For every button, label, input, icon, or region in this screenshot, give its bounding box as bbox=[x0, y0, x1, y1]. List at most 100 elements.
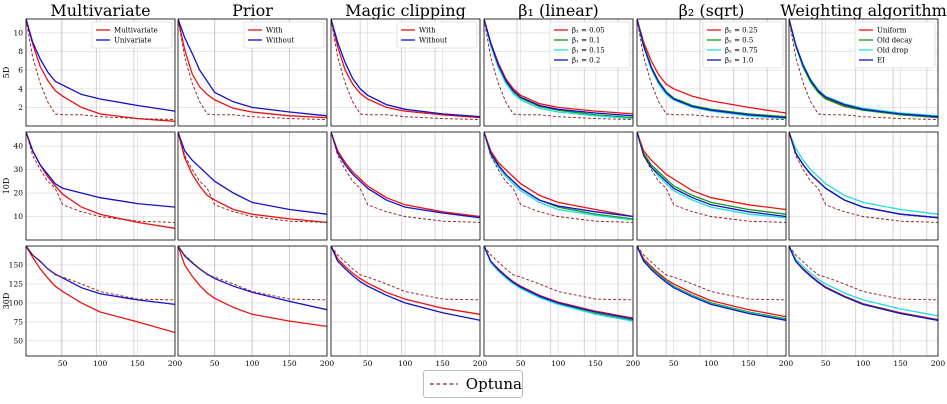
subplot-legend bbox=[854, 21, 936, 69]
subplot: Uniform Old decay Old drop EI bbox=[788, 18, 939, 127]
subplot-frame bbox=[788, 18, 939, 127]
series-line bbox=[789, 132, 938, 215]
subplot: With Without bbox=[330, 18, 481, 127]
series-line bbox=[484, 19, 633, 120]
column-title: Magic clipping bbox=[345, 1, 466, 20]
series-line bbox=[26, 246, 175, 306]
legend-label: β₂ = 1.0 bbox=[725, 57, 753, 65]
x-tick-label: 200 bbox=[626, 359, 641, 368]
series-line bbox=[331, 132, 480, 218]
series-line bbox=[789, 246, 938, 301]
y-tick-label: 30 bbox=[13, 165, 23, 174]
x-tick-label: 100 bbox=[704, 359, 719, 368]
series-group bbox=[331, 132, 480, 223]
y-tick-label: 50 bbox=[13, 336, 23, 345]
subplot-legend bbox=[91, 21, 173, 49]
series-line bbox=[484, 246, 633, 319]
column-title: Prior bbox=[232, 1, 273, 20]
series-line bbox=[637, 19, 786, 120]
legend-label: β₂ = 0.75 bbox=[725, 47, 758, 55]
subplot: β₁ = 0.05 β₁ = 0.1 β₁ = 0.15 β₁ = 0.2 bbox=[483, 18, 634, 127]
series-line bbox=[789, 246, 938, 317]
series-group bbox=[637, 132, 786, 223]
x-tick-label: 200 bbox=[168, 359, 183, 368]
series-line bbox=[178, 132, 327, 224]
subplot: 50 100 150 200 bbox=[636, 245, 793, 368]
series-line bbox=[789, 132, 938, 219]
legend-label: β₁ = 0.2 bbox=[572, 57, 600, 65]
x-tick-label: 50 bbox=[363, 359, 373, 368]
legend-label: Without bbox=[266, 37, 294, 45]
x-tick-label: 150 bbox=[130, 359, 145, 368]
row-label: 30D bbox=[2, 293, 11, 310]
x-tick-label: 150 bbox=[282, 359, 297, 368]
column-title: Multivariate bbox=[50, 1, 150, 20]
optuna-legend: Optuna bbox=[423, 370, 523, 398]
series-line bbox=[637, 246, 786, 301]
subplot-frame bbox=[25, 245, 176, 357]
series-group bbox=[484, 246, 633, 322]
y-tick-label: 150 bbox=[9, 260, 24, 269]
series-line bbox=[637, 246, 786, 320]
series-line bbox=[637, 132, 786, 215]
series-group bbox=[637, 19, 786, 120]
series-line bbox=[178, 246, 327, 328]
series-group bbox=[178, 246, 327, 328]
series-line bbox=[331, 19, 480, 120]
series-line bbox=[637, 246, 786, 318]
legend-label: Uniform bbox=[877, 27, 907, 35]
subplot: 50 100 150 200 bbox=[788, 245, 945, 368]
subplot-frame bbox=[330, 245, 481, 357]
subplot bbox=[330, 131, 481, 241]
series-line bbox=[331, 246, 480, 315]
x-tick-label: 100 bbox=[398, 359, 413, 368]
series-line bbox=[26, 19, 175, 120]
series-line bbox=[484, 132, 633, 218]
subplot bbox=[788, 131, 939, 241]
series-line bbox=[637, 132, 786, 211]
legend-label: EI bbox=[877, 57, 885, 65]
series-line bbox=[178, 19, 327, 119]
legend-label: β₁ = 0.15 bbox=[572, 47, 605, 55]
series-line bbox=[637, 19, 786, 119]
series-line bbox=[26, 19, 175, 122]
series-line bbox=[26, 19, 175, 112]
series-line bbox=[789, 246, 938, 321]
x-tick-label: 50 bbox=[516, 359, 526, 368]
y-tick-label: 6 bbox=[18, 66, 23, 75]
subplot: 50 100 150 200 bbox=[330, 245, 487, 368]
series-group bbox=[484, 19, 633, 120]
subplot-frame bbox=[330, 131, 481, 241]
series-line bbox=[789, 132, 938, 223]
y-tick-label: 125 bbox=[9, 279, 24, 288]
series-line bbox=[789, 246, 938, 321]
subplot-frame bbox=[636, 245, 787, 357]
y-tick-label: 10 bbox=[13, 212, 23, 221]
legend-label: Old drop bbox=[877, 47, 909, 55]
series-line bbox=[484, 19, 633, 117]
subplot: 50 75 100 125 150 50 100 150 200 bbox=[9, 245, 183, 368]
y-tick-label: 4 bbox=[18, 84, 23, 93]
x-tick-label: 50 bbox=[669, 359, 679, 368]
subplot bbox=[483, 131, 634, 241]
series-group bbox=[789, 246, 938, 321]
x-tick-label: 150 bbox=[741, 359, 756, 368]
column-title: β₁ (linear) bbox=[518, 1, 598, 20]
subplot-legend bbox=[243, 21, 325, 49]
x-tick-label: 50 bbox=[821, 359, 831, 368]
y-tick-label: 10 bbox=[13, 28, 23, 37]
series-line bbox=[484, 132, 633, 221]
x-tick-label: 100 bbox=[245, 359, 260, 368]
series-line bbox=[637, 246, 786, 321]
subplot: 50 100 150 200 bbox=[483, 245, 641, 368]
subplot: 2 4 6 8 10 Multivariate Univariate bbox=[13, 18, 176, 127]
series-group bbox=[26, 132, 175, 229]
y-tick-label: 8 bbox=[18, 47, 23, 56]
subplot-legend bbox=[396, 21, 478, 49]
legend-label: β₂ = 0.5 bbox=[725, 37, 753, 45]
subplot-frame bbox=[177, 245, 328, 357]
series-line bbox=[178, 132, 327, 215]
series-group bbox=[637, 246, 786, 321]
subplot-frame bbox=[483, 18, 634, 127]
